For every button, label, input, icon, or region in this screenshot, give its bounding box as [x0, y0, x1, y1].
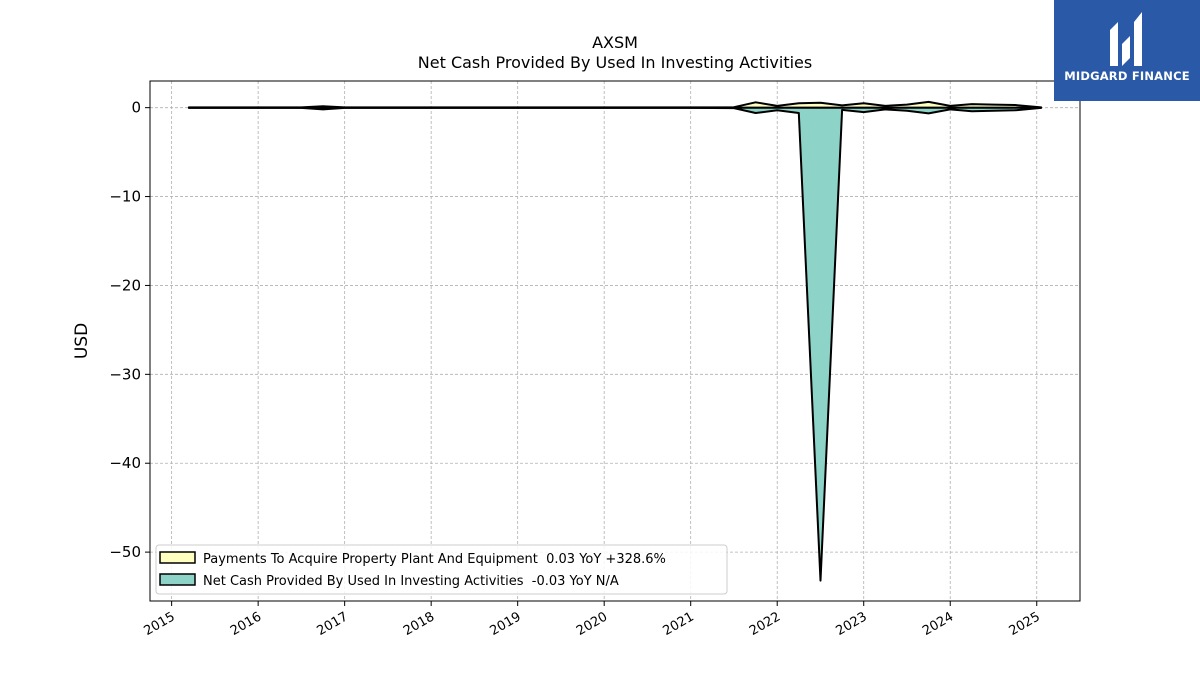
legend-box	[155, 544, 728, 595]
x-tick-label: 2022	[747, 609, 783, 639]
x-tick-label: 2024	[920, 609, 956, 639]
x-tick-label: 2018	[401, 609, 437, 639]
midgard-finance-logo: MIDGARD FINANCE	[1054, 0, 1200, 101]
x-axis: 2015 2016 2017 2018 2019 2020 2021 2022 2023 2024…	[141, 601, 1043, 639]
legend-swatch-net-cash	[159, 573, 196, 586]
logo-mark-icon	[1110, 12, 1142, 66]
y-tick-label: −10	[109, 188, 141, 206]
x-tick-label: 2021	[661, 609, 697, 639]
x-tick-label: 2020	[574, 609, 610, 639]
legend-swatch-ppe	[159, 551, 196, 564]
legend-label-net-cash: Net Cash Provided By Used In Investing A…	[203, 574, 619, 589]
x-tick-label: 2017	[314, 609, 350, 639]
x-tick-label: 2025	[1007, 609, 1043, 639]
y-tick-label: 0	[131, 99, 141, 117]
series-area-net-cash	[187, 106, 1043, 582]
plot-frame	[149, 80, 1081, 602]
x-tick-label: 2019	[488, 609, 524, 639]
y-tick-label: −30	[109, 365, 141, 383]
legend-label-ppe: Payments To Acquire Property Plant And E…	[203, 552, 666, 567]
chart-subtitle: Net Cash Provided By Used In Investing A…	[418, 53, 812, 72]
y-axis: 0 −10 −20 −30 −40 −50	[109, 99, 150, 561]
y-tick-label: −40	[109, 454, 141, 472]
series-layer	[187, 100, 1043, 582]
y-tick-label: −50	[109, 543, 141, 561]
chart-title: AXSM	[592, 33, 638, 52]
y-axis-label: USD	[72, 323, 92, 359]
brand-name: MIDGARD FINANCE	[1064, 69, 1190, 83]
x-tick-label: 2023	[834, 609, 870, 639]
grid	[150, 81, 1080, 601]
x-tick-label: 2015	[141, 609, 177, 639]
x-tick-label: 2016	[228, 609, 264, 639]
y-tick-label: −20	[109, 276, 141, 294]
legend: Payments To Acquire Property Plant And E…	[155, 544, 728, 595]
